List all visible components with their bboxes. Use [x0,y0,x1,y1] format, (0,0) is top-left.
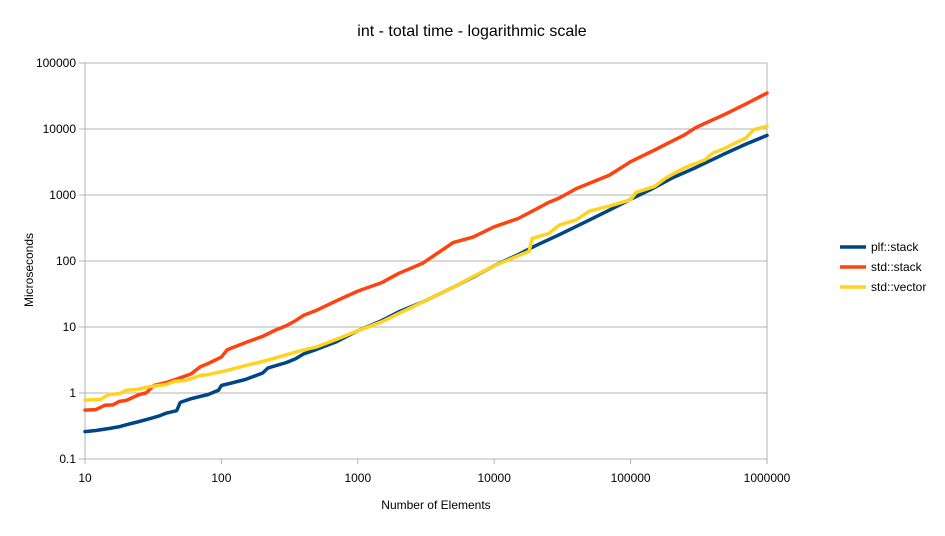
x-tick-label: 10 [78,471,92,485]
y-tick-label: 100 [56,254,76,268]
y-tick-label: 10000 [43,122,77,136]
legend-label: std::vector [871,280,926,294]
series-line-std-vector [83,124,769,402]
x-tick-label: 1000 [344,471,371,485]
axes: 0.1 1 10 100 1000 10000 100000 10 100 1000 10000 10… [36,56,791,485]
y-axis-label: Microseconds [22,233,36,307]
y-tick-label: 10 [63,320,77,334]
series-line-plf-stack [83,133,769,434]
x-tick-label: 100 [211,471,231,485]
y-tick-label: 100000 [36,56,76,70]
series-line-std-stack [83,91,769,412]
x-tick-label: 10000 [478,471,512,485]
x-tick-label: 1000000 [744,471,791,485]
legend-label: plf::stack [871,240,919,254]
chart-title: int - total time - logarithmic scale [357,23,587,40]
y-tick-label: 1 [69,386,76,400]
x-axis-label: Number of Elements [381,498,490,512]
y-tick-label: 1000 [49,188,76,202]
y-tick-label: 0.1 [59,452,76,466]
series-lines [83,91,769,434]
legend-label: std::stack [871,260,923,274]
grid-lines [85,62,767,460]
x-tick-label: 100000 [611,471,651,485]
